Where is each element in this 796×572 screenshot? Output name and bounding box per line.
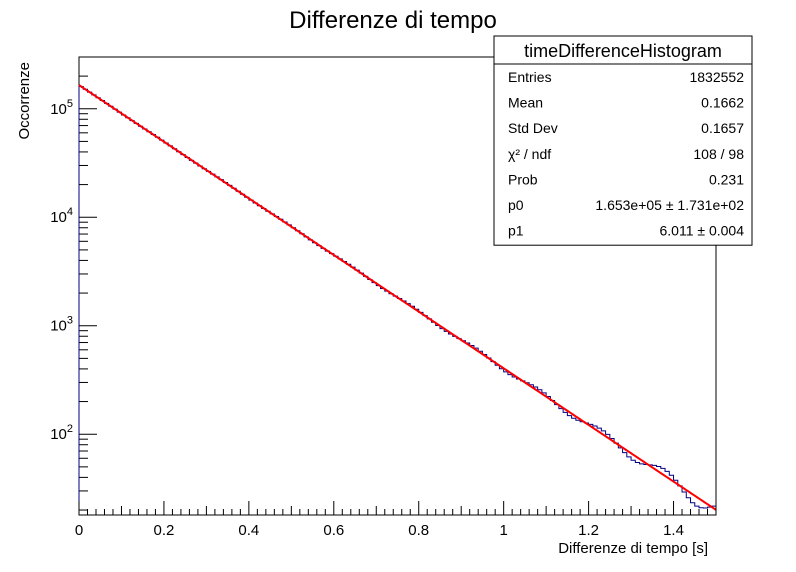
stats-row-label: Mean [508,95,543,111]
x-axis: 0 0.2 0.4 0.6 0.8 1 1.2 1.4 [75,501,717,539]
x-tick-label: 1.4 [663,522,684,539]
histogram [78,85,716,515]
x-tick-label: 0.4 [238,522,259,539]
stats-row-label: Entries [508,69,552,85]
stats-row-value: 0.231 [709,171,744,187]
x-axis-label: Differenze di tempo [s] [558,540,708,557]
stats-row-value: 1832552 [689,69,744,85]
stats-row-value: 0.1662 [701,95,744,111]
x-tick-label: 1 [499,522,507,539]
x-tick-label: 0.6 [323,522,344,539]
x-tick-label: 1.2 [578,522,599,539]
histogram-bars [78,85,716,515]
stats-row-label: χ² / ndf [508,146,551,162]
chart-title: Differenze di tempo [289,7,497,34]
stats-row-value: 0.1657 [701,120,744,136]
y-tick-label: 102 [50,423,73,443]
stats-box-title: timeDifferenceHistogram [524,41,722,61]
x-tick-label: 0 [75,522,83,539]
y-axis: 102 103 104 105 [50,56,97,511]
stats-row-value: 6.011 ± 0.004 [660,223,745,239]
y-tick-label: 105 [50,98,73,118]
x-tick-label: 0.8 [408,522,429,539]
x-tick-label: 0.2 [154,522,175,539]
stats-row-value: 108 / 98 [693,146,744,162]
stats-row-value: 1.653e+05 ± 1.731e+02 [595,197,744,213]
stats-row-label: p1 [508,223,524,239]
fit-curve [78,84,717,511]
y-tick-label: 104 [50,206,73,226]
stats-row-label: Prob [508,171,538,187]
y-tick-label: 103 [50,315,73,335]
stats-box: timeDifferenceHistogram Entries 1832552 Mea… [493,35,753,246]
stats-row-label: Std Dev [508,120,558,136]
fit-line [78,84,717,511]
y-axis-label: Occorrenze [16,62,33,140]
stats-box-frame [493,35,753,246]
stats-row-label: p0 [508,197,524,213]
